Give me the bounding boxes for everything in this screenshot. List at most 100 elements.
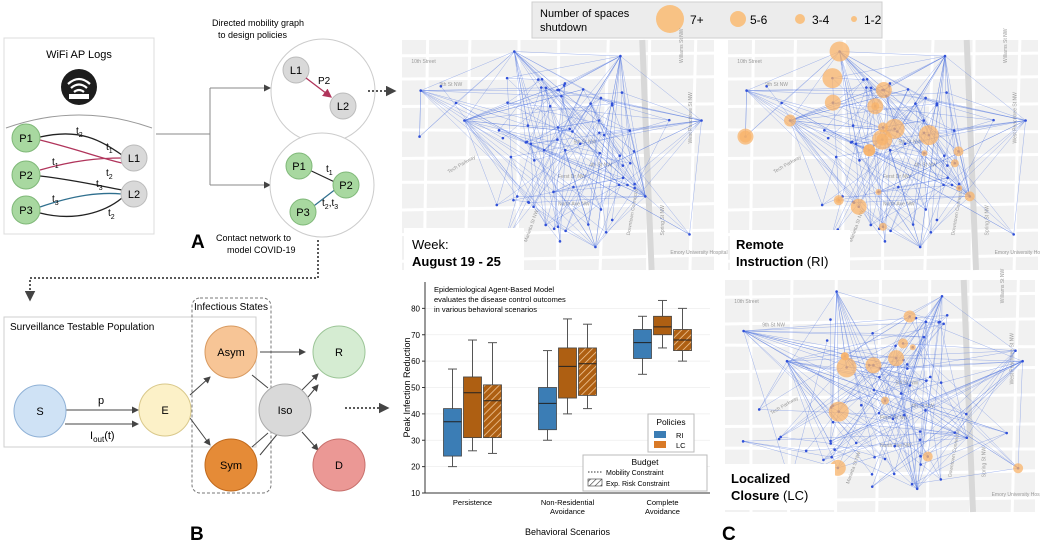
ri-label-2: Instruction (RI) (736, 254, 828, 269)
person-node-p2: P2 (11, 160, 41, 190)
x-tick-label: Avoidance (550, 507, 585, 516)
contact-p3: P3 (296, 207, 309, 219)
person-node-p3: P3 (11, 195, 41, 225)
mobility-node (870, 473, 874, 476)
shutdown-bubble (829, 41, 850, 62)
mobility-node (835, 290, 838, 293)
mobility-node (571, 130, 574, 133)
mobility-node (826, 136, 830, 140)
legend-hatch-swatch (587, 478, 603, 487)
mobility-node (564, 229, 567, 233)
chart-annotation: evaluates the disease control outcomes (434, 295, 566, 304)
shutdown-bubble (828, 401, 849, 422)
ri-label-box: Remote Instruction (RI) (730, 230, 850, 274)
mobility-node (628, 129, 632, 132)
mobility-node (578, 142, 582, 146)
mobility-node (892, 472, 896, 476)
mobility-node (532, 205, 535, 209)
map-street-label: 10th Street (734, 299, 759, 305)
mobility-node (851, 124, 855, 127)
mobility-node (992, 118, 995, 122)
mobility-node (463, 119, 466, 122)
state-sym: Sym (204, 438, 258, 492)
mobility-node (928, 375, 932, 379)
mobility-node (945, 91, 948, 94)
legend-label: Mobility Constraint (606, 470, 664, 477)
mobility-node (604, 230, 608, 234)
map-street-label: 9th St NW (762, 322, 785, 328)
state-label: R (335, 347, 343, 359)
panel-b: Surveillance Testable Population Infecti… (3, 297, 390, 544)
mobility-node (869, 86, 873, 90)
shutdown-bubble (836, 357, 857, 378)
box-iqr (653, 315, 672, 336)
mobility-node (536, 78, 540, 81)
y-tick-label: 70 (411, 331, 420, 340)
legend-budget-title: Budget (632, 457, 660, 467)
map-street-label: 10th Street (737, 59, 762, 65)
mobility-node (572, 185, 575, 189)
legend-label: 3-4 (812, 13, 830, 27)
state-r: R (312, 325, 366, 379)
contact-graph: P1 P2 P3 t1 t2,t3 (269, 132, 375, 238)
mobility-node (780, 101, 783, 105)
mobility-node (589, 102, 592, 105)
ri-label-1: Remote (736, 237, 784, 252)
mobility-node (919, 454, 922, 458)
legend-policies-title: Policies (656, 417, 685, 427)
edge-p3-l2 (39, 192, 123, 208)
mobility-node (533, 159, 536, 162)
mobility-node (506, 101, 509, 104)
map-street (688, 39, 698, 271)
mobility-node (883, 240, 887, 243)
shutdown-bubble (888, 350, 905, 367)
mobility-node (922, 335, 926, 339)
boxplot-chart: 10 20 30 40 50 60 70 80 Persistence Non-Residenti… (402, 282, 710, 537)
shutdown-bubble (964, 191, 975, 202)
mobility-node (859, 403, 863, 407)
mobility-node (952, 129, 956, 132)
mobility-node (610, 218, 614, 222)
mobility-node (779, 435, 782, 439)
mobility-node (918, 438, 922, 442)
mobility-node (526, 124, 530, 127)
map-street-label: 4th St NW (589, 163, 612, 169)
shutdown-bubble (824, 94, 841, 111)
mobility-node (924, 96, 927, 100)
shutdown-bubble (865, 357, 882, 374)
mobility-node (513, 50, 516, 53)
mobility-node (633, 182, 636, 186)
iout-label: Iout(t) (90, 430, 115, 444)
mobility-node (495, 203, 499, 207)
box-iqr (538, 387, 557, 431)
shutdown-bubble (863, 144, 876, 157)
box-iqr (558, 347, 577, 399)
box-iqr (633, 329, 652, 359)
state-iso: Iso (258, 383, 312, 437)
state-s: S (13, 384, 67, 438)
y-tick-label: 20 (411, 463, 420, 472)
legend-label: 7+ (690, 13, 704, 27)
y-tick-label: 30 (411, 436, 420, 445)
box-iqr (463, 376, 482, 439)
mobility-node (617, 183, 621, 187)
legend-label: 1-2 (864, 13, 882, 27)
shutdown-bubble (875, 188, 882, 195)
lc-label-1: Localized (731, 471, 790, 486)
mobility-node (940, 294, 944, 298)
map-street-label: Williams St NW (679, 28, 685, 63)
mobility-node (1024, 119, 1027, 122)
legend-budget-box (582, 454, 708, 492)
x-axis-label: Behavioral Scenarios (525, 527, 611, 537)
box-iqr (578, 347, 597, 396)
shutdown-bubble (875, 82, 892, 99)
state-label: Asym (217, 347, 245, 359)
mobility-edges (743, 291, 1023, 490)
panel-letter-c: C (722, 524, 736, 544)
x-tick-label: Complete (646, 498, 678, 507)
mobility-node (644, 195, 647, 198)
edge-time-label: t2 (106, 168, 113, 181)
map-street-label: 10th Street (411, 59, 436, 65)
